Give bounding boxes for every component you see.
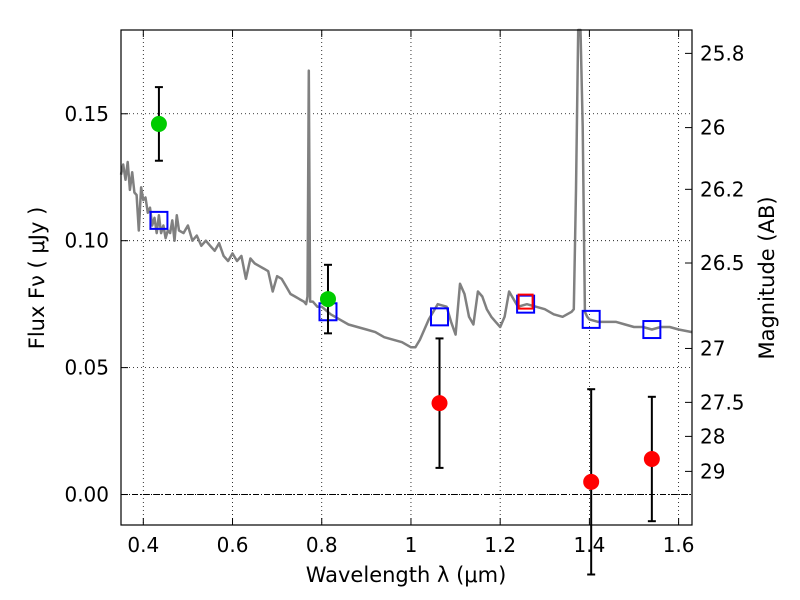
y-tick-label: 0.05 [64,356,109,380]
plot-frame [120,29,693,526]
x-tick-label: 1.2 [484,533,516,557]
magnitude-tick-label: 28 [700,424,725,448]
magnitude-tick-label: 26.2 [700,177,745,201]
magnitude-axis-ticks: 25.8 26 26.2 26.5 27 27.5 28 29 [685,41,745,483]
plot-background [121,30,692,525]
x-tick-label: 1.6 [663,533,695,557]
model-photometry-square [581,309,601,329]
model-photometry-square [642,320,662,340]
x-tick-label: 0.4 [127,533,159,557]
magnitude-tick-label: 27.5 [700,390,745,414]
y-tick-label: 0.00 [64,483,109,507]
x-tick-label: 0.6 [217,533,249,557]
detection-point [319,291,336,308]
x-axis-ticks: 0.4 0.6 0.8 1 1.2 1.4 1.6 [127,30,695,557]
x-tick-label: 1.4 [573,533,605,557]
x-axis-label: Wavelength λ (μm) [306,563,507,587]
x-tick-label: 1 [405,533,418,557]
grid-lines [121,30,692,525]
magnitude-tick-label: 26 [700,116,725,140]
magnitude-axis-label: Magnitude (AB) [755,196,779,359]
magnitude-tick-label: 26.5 [700,251,745,275]
y-tick-label: 0.15 [64,102,109,126]
non-detection-point [431,395,448,412]
magnitude-tick-label: 25.8 [700,41,745,65]
x-tick-label: 0.8 [306,533,338,557]
magnitude-tick-label: 29 [700,459,725,483]
y-axis-label: Flux Fν ( μJy ) [25,207,49,350]
magnitude-tick-label: 27 [700,336,725,360]
y-axis-ticks: 0.00 0.05 0.10 0.15 [64,102,128,507]
detection-point [150,115,167,132]
model-photometry-square [430,307,450,327]
photometry-points [149,86,662,576]
highlighted-model-square [517,293,534,310]
model-photometry-square [149,210,169,230]
y-tick-label: 0.10 [64,229,109,253]
model-photometry-square [516,294,536,314]
non-detection-point [643,451,660,467]
non-detection-point [583,473,600,490]
